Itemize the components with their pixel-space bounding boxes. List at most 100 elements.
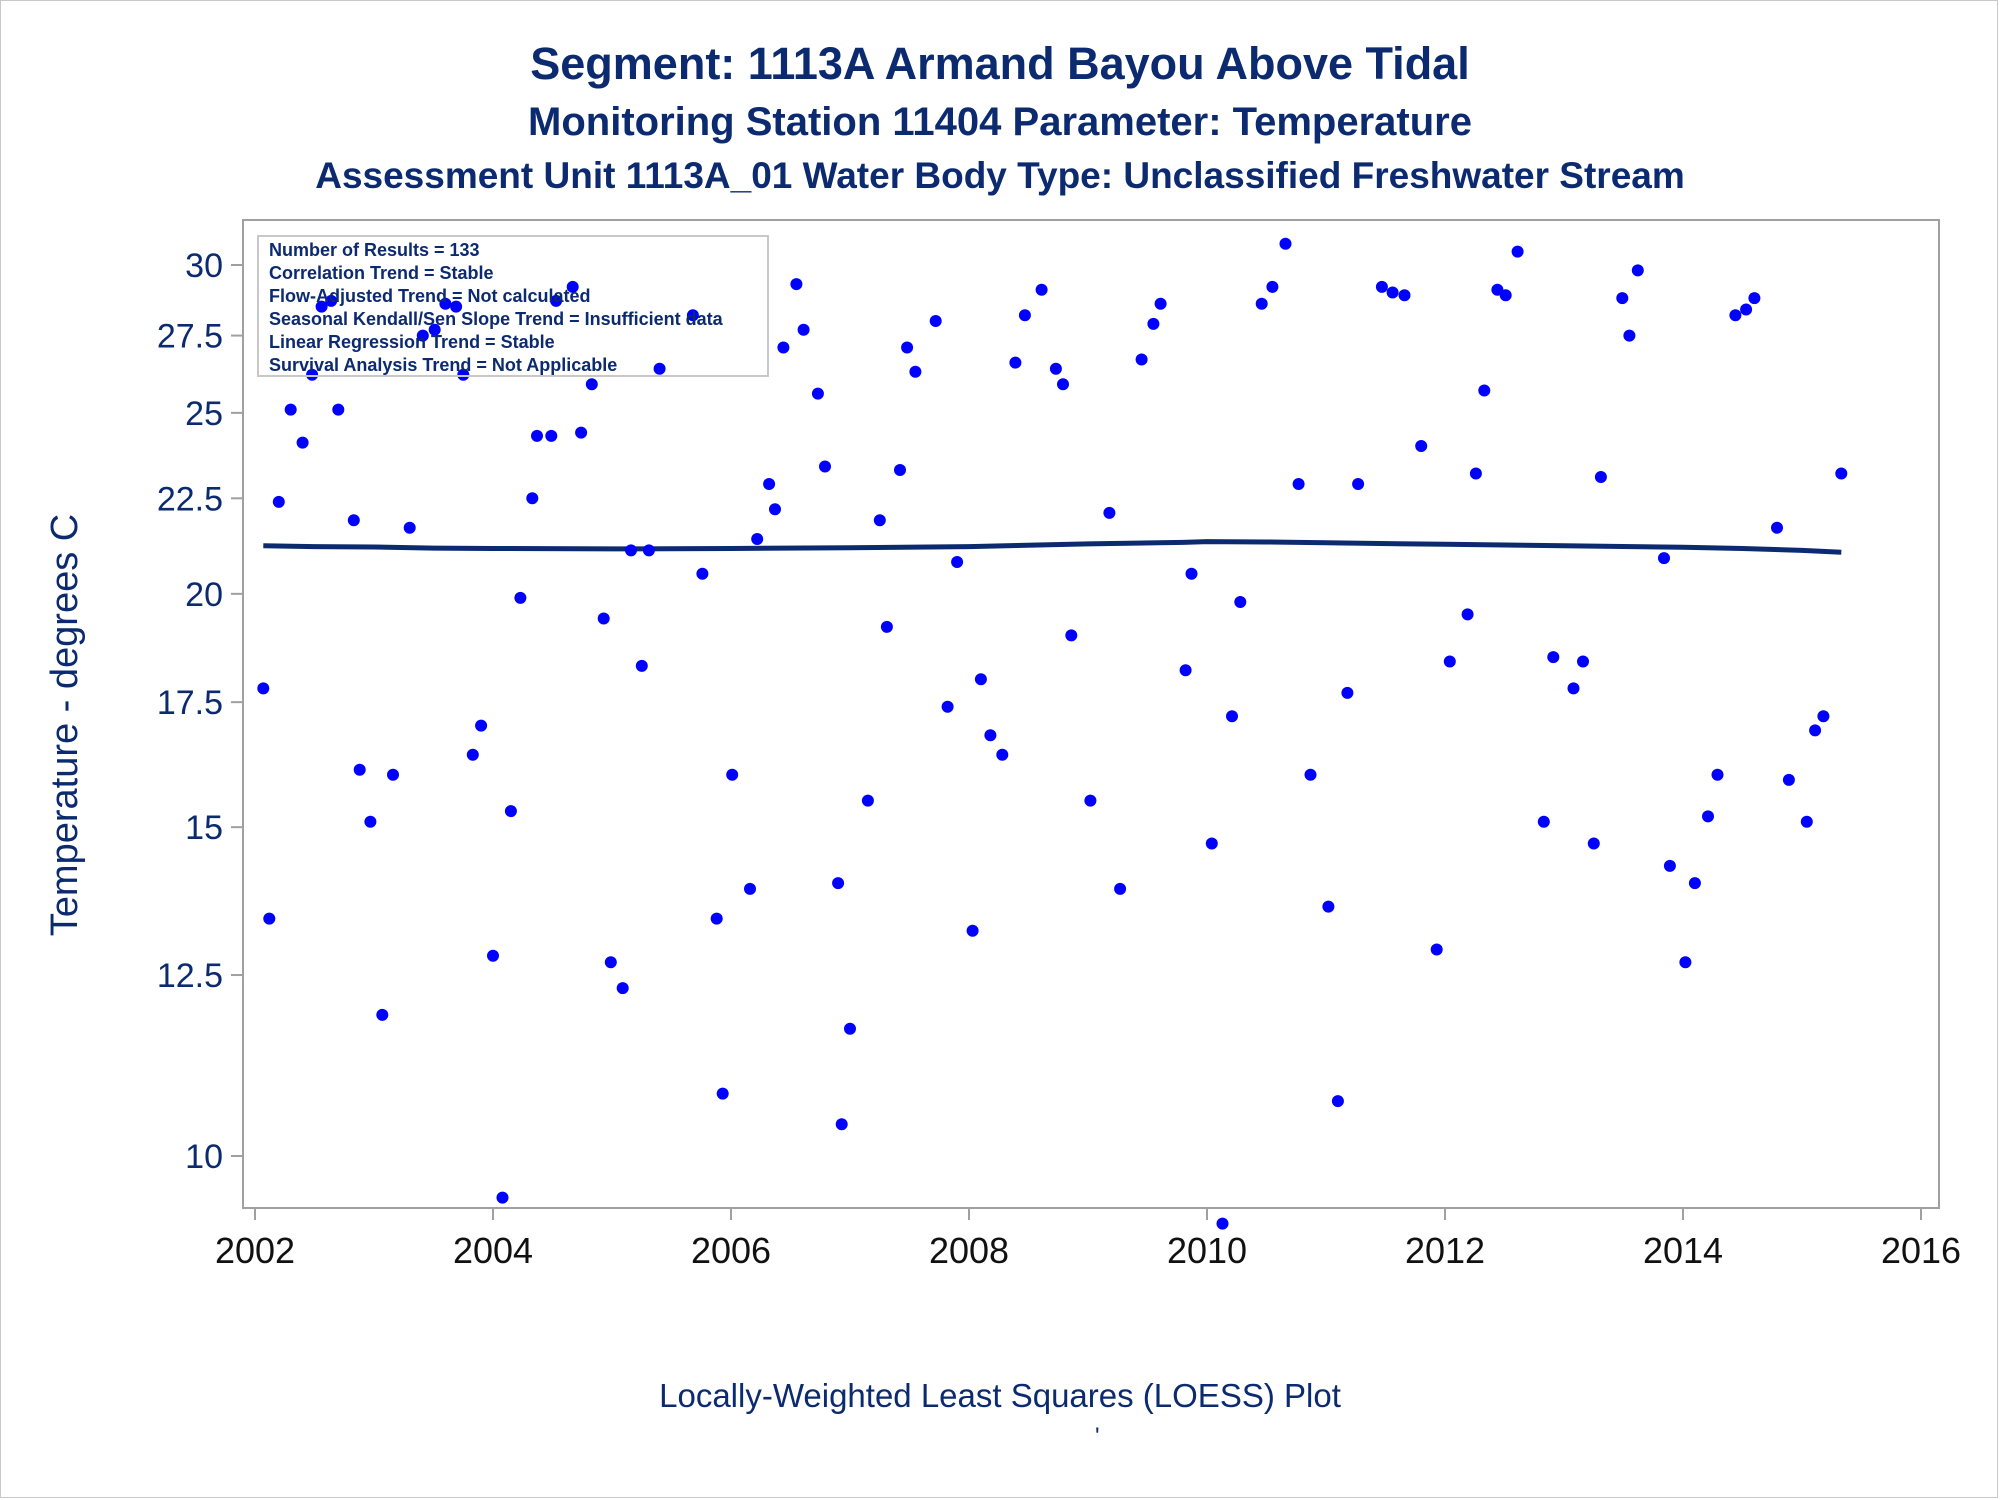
data-point [1478,384,1491,397]
data-point [284,403,297,416]
data-point [974,673,987,686]
y-axis-label: Temperature - degrees C [44,514,86,936]
data-point [1185,567,1198,580]
data-point [835,1118,848,1131]
data-point [696,567,709,580]
x-tick-label: 2010 [1167,1230,1247,1271]
x-tick-label: 2006 [691,1230,771,1271]
data-point [1587,837,1600,850]
data-point [1835,467,1848,480]
data-point [1499,289,1512,302]
data-point [450,300,463,313]
x-tick-label: 2014 [1643,1230,1723,1271]
data-point [332,403,345,416]
data-point [531,429,543,442]
data-point [487,949,499,962]
data-point [844,1022,856,1035]
data-point [585,378,598,391]
data-point [1702,810,1714,823]
chart-subtitle-2: Assessment Unit 1113A_01 Water Body Type… [315,155,1685,196]
data-point [832,877,845,890]
stats-line: Number of Results = 133 [269,240,480,260]
data-point [1740,303,1753,316]
data-point [466,748,479,761]
stats-line: Survival Analysis Trend = Not Applicable [269,355,617,375]
data-point [1331,1095,1344,1108]
x-tick-label: 2016 [1881,1230,1961,1271]
data-point [387,768,399,781]
y-tick-label: 20 [185,576,223,614]
data-point [686,309,699,322]
data-point [1009,356,1022,369]
loess-trend-line [263,539,1842,555]
data-point [1511,245,1524,258]
footnote-caption: Locally-Weighted Least Squares (LOESS) P… [659,1377,1341,1414]
data-point [1771,521,1783,534]
chart-title: Segment: 1113A Armand Bayou Above Tidal [530,38,1470,89]
footnote-mark: ' [1095,1423,1100,1450]
data-point [1729,309,1742,322]
data-point [873,514,886,527]
data-point [777,341,790,354]
y-tick-label: 22.5 [157,480,223,518]
data-point [1415,440,1428,452]
data-point [1782,773,1795,786]
data-point [901,341,914,354]
data-point [1567,682,1580,695]
y-tick-label: 12.5 [157,957,223,995]
data-point [1065,629,1078,642]
data-point [1205,837,1218,850]
data-point [475,719,488,732]
data-point [347,514,360,527]
data-point [550,294,563,307]
data-point [514,591,527,604]
data-point [635,659,648,672]
data-point [716,1087,729,1100]
data-point [504,805,517,818]
data-point [403,521,416,534]
y-tick-label: 10 [185,1138,223,1176]
data-point [457,368,470,381]
data-point [1266,280,1279,293]
data-point [1375,280,1388,293]
data-point [272,495,285,508]
data-point [763,478,776,490]
data-point [296,436,309,449]
data-point [1711,768,1724,781]
data-point [1341,686,1354,699]
data-point [416,329,429,342]
data-point [364,815,377,828]
data-point [880,620,893,633]
data-point [257,682,270,695]
data-point [726,768,739,781]
data-point [566,280,579,293]
data-point [996,748,1009,761]
data-point [861,794,874,807]
data-point [744,882,756,895]
stats-box [257,235,769,377]
y-tick-label: 27.5 [157,318,223,356]
data-point [496,1191,509,1204]
data-point [811,387,824,400]
data-point [894,464,906,476]
data-point [1057,378,1069,391]
data-point [1748,292,1761,305]
data-point [1279,237,1292,250]
data-point [1234,596,1247,608]
data-point [263,912,276,925]
x-tick-label: 2002 [215,1230,295,1271]
data-point [545,429,558,442]
data-point [1322,900,1335,913]
x-tick-label: 2012 [1405,1230,1485,1271]
data-point [941,700,954,713]
y-tick-label: 17.5 [157,684,223,722]
data-point [1018,309,1031,322]
data-point [439,297,452,310]
data-point [1179,664,1192,677]
data-point [604,956,617,969]
x-tick-label: 2004 [453,1230,533,1271]
data-point [1084,794,1097,807]
data-point [1216,1217,1229,1230]
